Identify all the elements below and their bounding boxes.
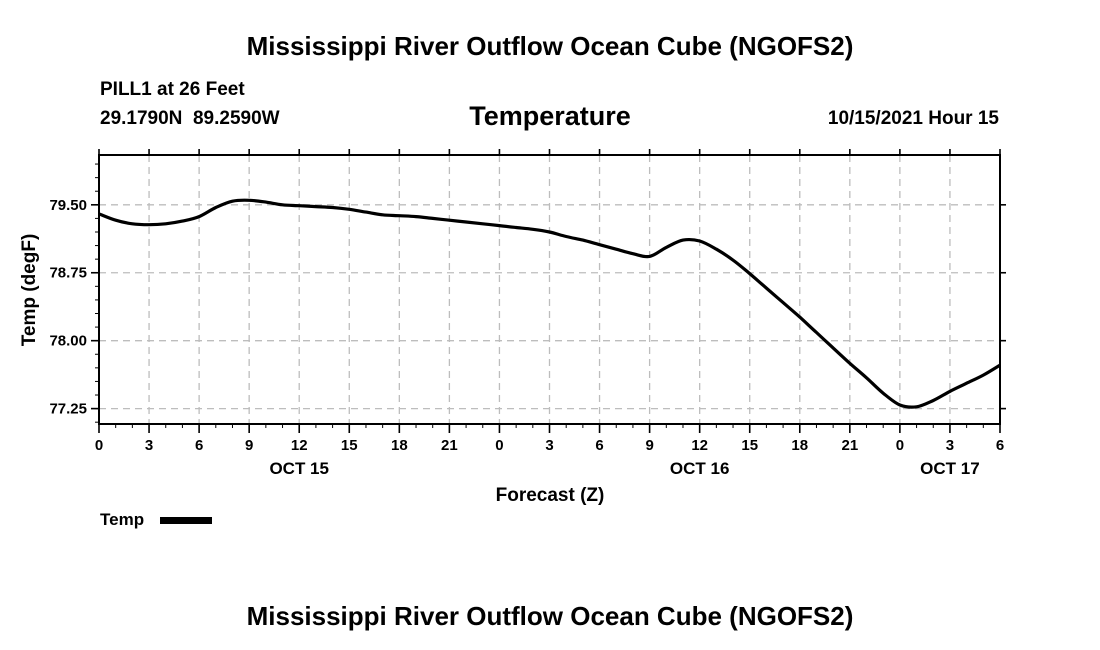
x-tick-label: 18	[791, 437, 808, 454]
x-tick-label: 9	[645, 437, 653, 454]
y-axis-label: Temp (degF)	[19, 234, 40, 347]
x-tick-label: 6	[996, 437, 1004, 454]
x-tick-label: 9	[245, 437, 253, 454]
x-date-label: OCT 15	[269, 459, 329, 478]
x-tick-label: 3	[545, 437, 553, 454]
coordinates-label: 29.1790N 89.2590W	[100, 108, 280, 129]
x-tick-label: 15	[741, 437, 758, 454]
main-title: Mississippi River Outflow Ocean Cube (NG…	[247, 31, 854, 61]
x-tick-label: 3	[145, 437, 153, 454]
x-tick-label: 21	[441, 437, 458, 454]
x-tick-label: 18	[391, 437, 408, 454]
legend-swatch-temp	[160, 517, 212, 524]
station-label: PILL1 at 26 Feet	[100, 79, 245, 100]
y-axis: 77.25 78.00 78.75 79.50	[49, 163, 1006, 423]
series-line-temp	[98, 198, 1001, 409]
y-tick-label: 79.50	[49, 197, 87, 214]
x-tick-label: 0	[95, 437, 103, 454]
y-tick-label: 77.25	[49, 401, 87, 418]
x-date-label: OCT 16	[670, 459, 730, 478]
x-tick-label: 12	[691, 437, 708, 454]
x-tick-label: 0	[896, 437, 904, 454]
chart-title: Temperature	[469, 101, 631, 131]
x-tick-label: 21	[841, 437, 858, 454]
footer-title: Mississippi River Outflow Ocean Cube (NG…	[247, 601, 854, 631]
x-tick-label: 15	[341, 437, 358, 454]
x-axis: 0 3 6 9 12 15 18 21 0 3 6 9 12 15 18 21 0 3 6 OCT 15 OCT 16 O…	[95, 149, 1004, 478]
legend: Temp	[100, 510, 212, 529]
y-tick-label: 78.75	[49, 265, 87, 282]
x-tick-label: 0	[495, 437, 503, 454]
y-tick-label: 78.00	[49, 333, 87, 350]
x-axis-label: Forecast (Z)	[496, 485, 605, 506]
x-tick-label: 12	[291, 437, 308, 454]
grid-lines	[99, 155, 1000, 424]
x-date-label: OCT 17	[920, 459, 980, 478]
x-tick-label: 6	[595, 437, 603, 454]
x-tick-label: 6	[195, 437, 203, 454]
forecast-datetime: 10/15/2021 Hour 15	[828, 108, 1000, 129]
plot-area: 0 3 6 9 12 15 18 21 0 3 6 9 12 15 18 21 0 3 6 OCT 15 OCT 16 O…	[49, 149, 1006, 478]
legend-label-temp: Temp	[100, 510, 144, 529]
x-tick-label: 3	[946, 437, 954, 454]
